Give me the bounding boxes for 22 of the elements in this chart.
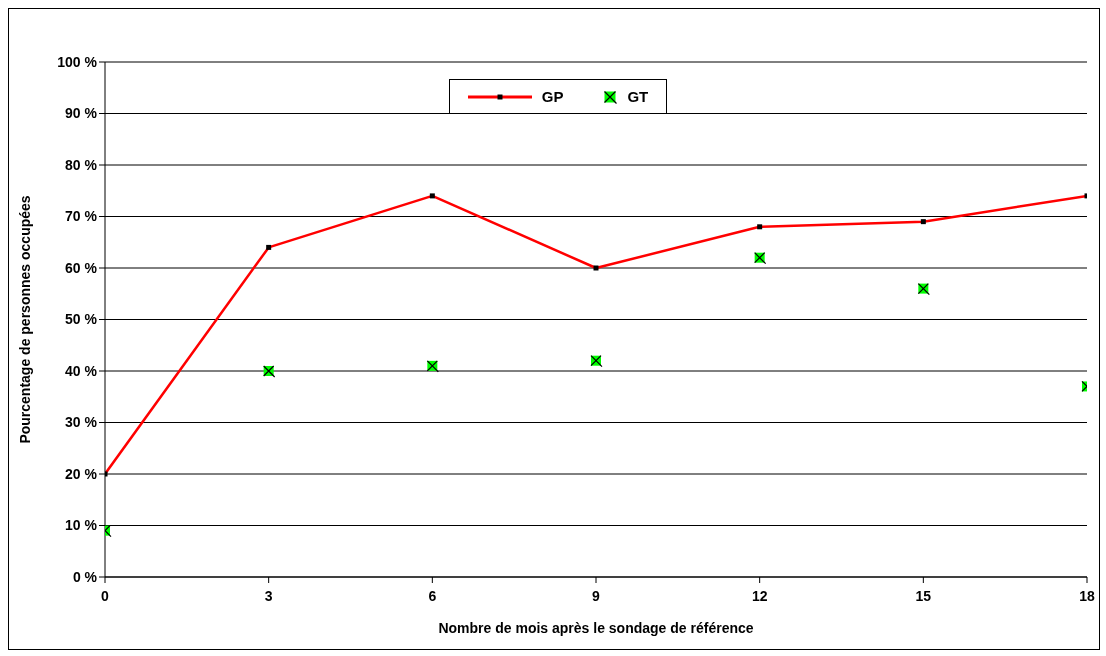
y-axis-title: Pourcentage de personnes occupées (16, 195, 33, 444)
y-tick-label: 0 % (72, 568, 98, 585)
legend-label: GP (540, 88, 564, 105)
y-tick-label: 100 % (57, 53, 98, 70)
y-tick-label: 90 % (65, 105, 98, 122)
x-tick-label: 0 (101, 587, 110, 604)
x-tick-label: 3 (264, 587, 273, 604)
x-tick-label: 6 (428, 587, 437, 604)
y-tick-label: 30 % (65, 414, 98, 431)
x-tick-label: 18 (1079, 587, 1095, 604)
y-tick-label: 70 % (65, 208, 98, 225)
y-tick-label: 40 % (65, 362, 98, 379)
y-tick-label: 50 % (65, 311, 98, 328)
y-tick-label: 10 % (65, 517, 98, 534)
x-tick-label: 15 (915, 587, 932, 604)
y-tick-label: 80 % (65, 156, 98, 173)
x-tick-label: 9 (592, 587, 601, 604)
y-tick-label: 20 % (65, 465, 98, 482)
x-axis-title: Nombre de mois après le sondage de référence (438, 620, 754, 636)
y-tick-label: 60 % (65, 259, 98, 276)
x-tick-label: 12 (751, 587, 768, 604)
legend-label: GT (626, 88, 649, 105)
